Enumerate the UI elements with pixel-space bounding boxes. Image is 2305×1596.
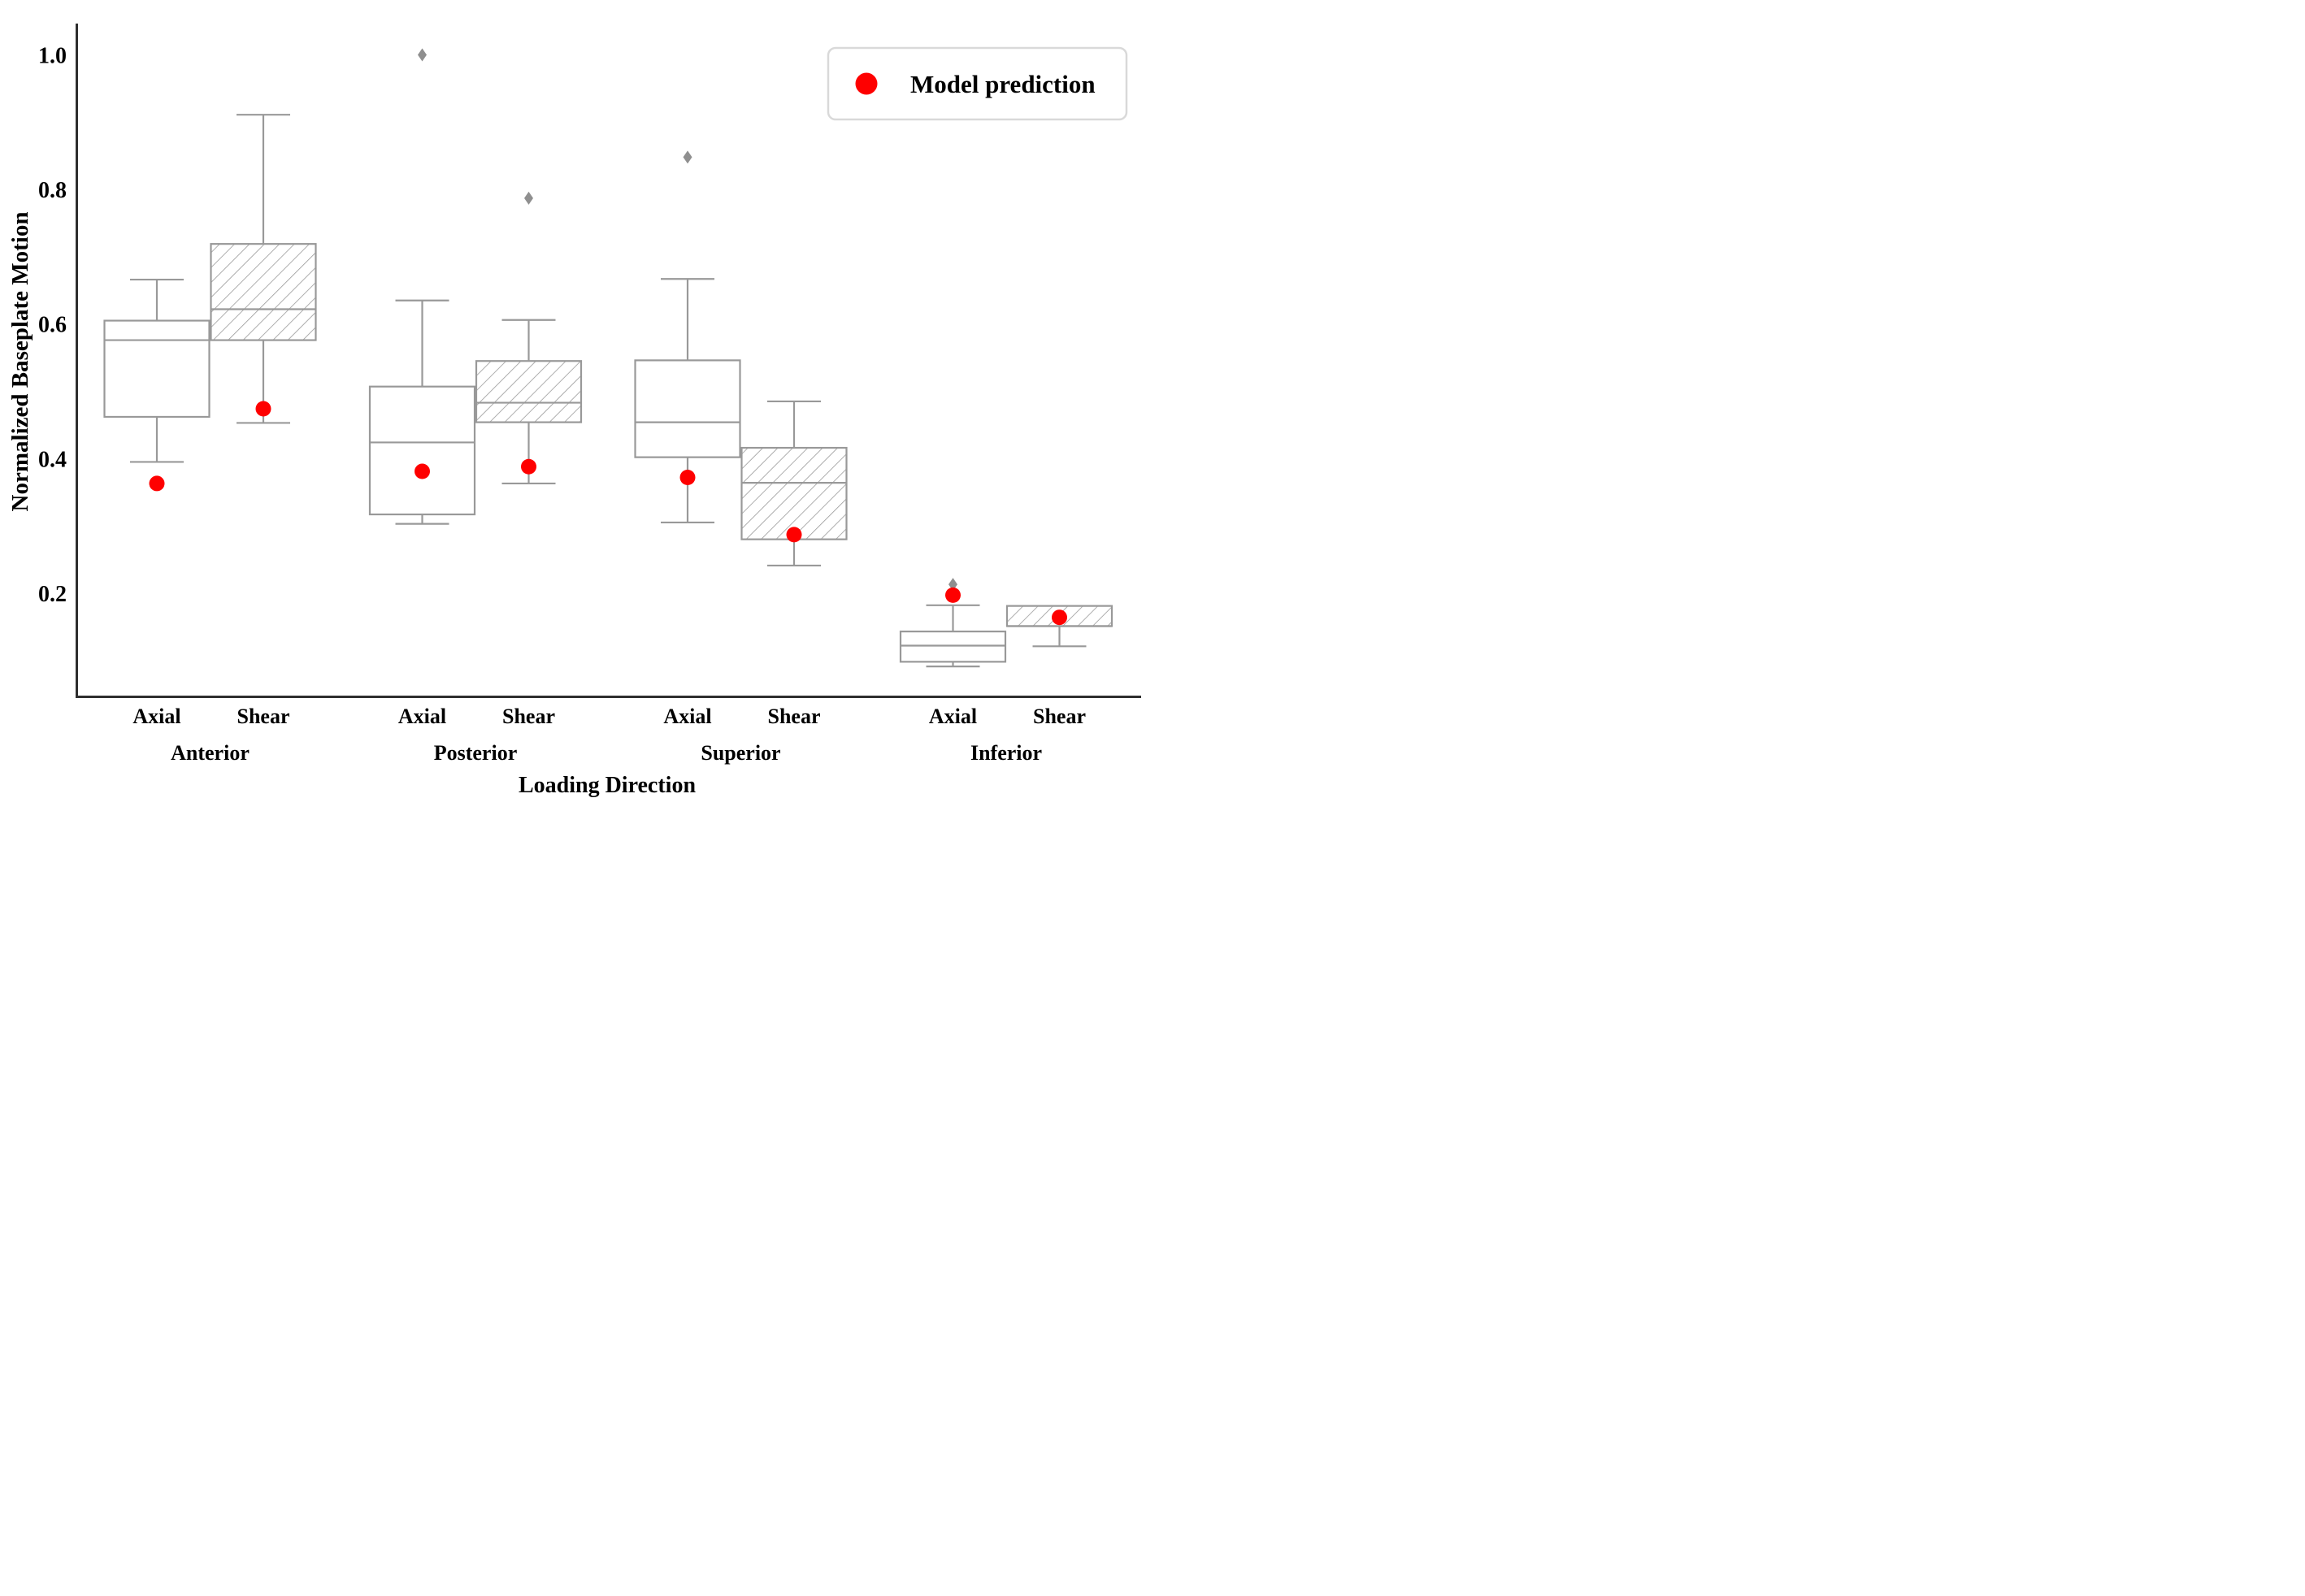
x-tick-label-superior-axial: Axial (663, 705, 711, 728)
outlier-diamond-posterior-shear (524, 191, 533, 205)
x-axis-title: Loading Direction (519, 773, 696, 798)
y-tick-label: 0.8 (38, 178, 67, 203)
model-prediction-dot-anterior-axial (149, 475, 165, 492)
outlier-diamond-posterior-axial (418, 48, 427, 62)
y-tick-label: 0.6 (38, 313, 67, 338)
group-label-posterior: Posterior (434, 741, 518, 765)
box-inferior-axial (899, 630, 1007, 663)
legend-box (827, 46, 1128, 121)
y-tick-label: 1.0 (38, 44, 67, 69)
boxplot-figure: 1.0 0.8 0.6 0.4 0.2 Axial Shear Axial Shear Axial… (7, 24, 1141, 798)
model-prediction-dot-superior-axial (679, 469, 696, 485)
x-tick-label-anterior-shear: Shear (237, 705, 290, 728)
group-label-superior: Superior (701, 741, 780, 765)
legend: Model prediction (827, 46, 1128, 121)
outlier-diamond-inferior-axial (948, 578, 957, 592)
x-tick-label-superior-shear: Shear (768, 705, 821, 728)
group-label-inferior: Inferior (970, 741, 1042, 765)
legend-label: Model prediction (910, 70, 1096, 98)
model-prediction-dot-posterior-axial (415, 463, 430, 479)
x-tick-label-inferior-axial: Axial (929, 705, 977, 728)
group-label-anterior: Anterior (171, 741, 250, 765)
model-prediction-dot-inferior-axial (945, 587, 961, 603)
x-tick-label-posterior-shear: Shear (502, 705, 555, 728)
outlier-diamond-superior-axial (683, 150, 692, 164)
x-tick-label-inferior-shear: Shear (1033, 705, 1086, 728)
box-anterior-axial (103, 319, 211, 419)
model-prediction-dot-superior-shear (786, 527, 802, 543)
box-anterior-shear (210, 243, 317, 341)
model-prediction-dot-inferior-shear (1052, 609, 1067, 626)
model-prediction-dot-posterior-shear (521, 458, 536, 475)
y-tick-label: 0.4 (38, 447, 67, 472)
boxplot-figure-wrapper: 1.0 0.8 0.6 0.4 0.2 Axial Shear Axial Shear Axial… (0, 0, 1152, 798)
model-prediction-dot-anterior-shear (255, 401, 271, 417)
legend-marker-dot (855, 72, 878, 95)
box-posterior-shear (475, 360, 583, 423)
x-tick-label-anterior-axial: Axial (132, 705, 180, 728)
y-tick-label: 0.2 (38, 582, 67, 607)
box-superior-shear (740, 446, 848, 540)
box-superior-axial (634, 359, 741, 458)
box-posterior-axial (368, 385, 476, 516)
plot-area: 1.0 0.8 0.6 0.4 0.2 Axial Shear Axial Shear Axial… (38, 44, 1113, 765)
y-axis-title: Normalized Baseplate Motion (7, 212, 33, 512)
x-tick-label-posterior-axial: Axial (398, 705, 446, 728)
